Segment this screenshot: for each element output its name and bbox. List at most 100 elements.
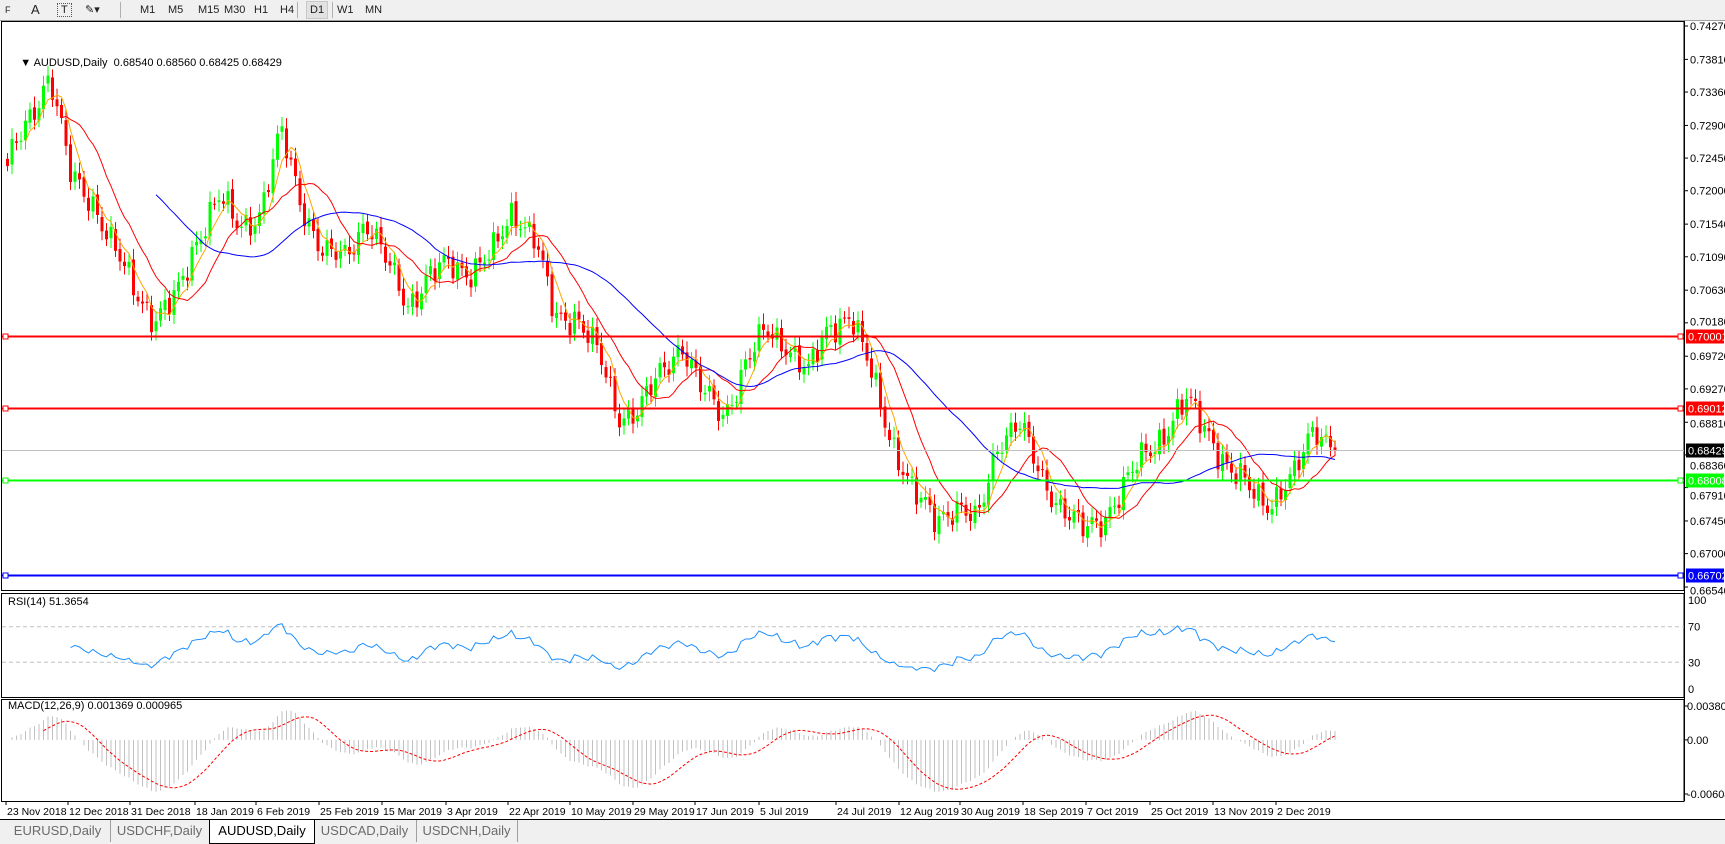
candle xyxy=(726,395,729,424)
candle xyxy=(654,367,657,407)
candle xyxy=(658,357,662,383)
candle xyxy=(204,227,207,247)
candle-body xyxy=(1297,459,1301,471)
shapes-icon[interactable]: ✎▾ xyxy=(85,4,100,16)
dropdown-triangle-icon[interactable]: ▼ xyxy=(20,57,34,69)
candle-body xyxy=(802,367,806,375)
candle xyxy=(541,241,545,269)
candle xyxy=(739,359,743,414)
macd-signal-line xyxy=(43,714,1336,790)
period-m30[interactable]: M30 xyxy=(224,4,246,16)
candle-body xyxy=(1144,443,1148,453)
candle xyxy=(883,396,887,437)
period-m5[interactable]: M5 xyxy=(168,4,184,16)
candle xyxy=(834,315,837,350)
text-icon[interactable]: A xyxy=(31,2,40,17)
candle xyxy=(546,250,549,286)
candle xyxy=(1270,499,1274,524)
time-tick-label: 22 Apr 2019 xyxy=(509,806,566,818)
candle-body xyxy=(555,312,558,318)
candle xyxy=(744,351,747,377)
candle-body xyxy=(658,363,662,378)
candle xyxy=(978,494,981,518)
period-m15[interactable]: M15 xyxy=(198,4,220,16)
candle xyxy=(438,252,441,288)
candle xyxy=(555,302,558,328)
candle xyxy=(136,290,140,307)
tab-usdcnh[interactable]: USDCNH,Daily xyxy=(416,820,518,842)
candle-body xyxy=(82,177,86,197)
candle xyxy=(312,211,315,239)
candle xyxy=(267,184,270,198)
rsi-label: RSI(14) 51.3654 xyxy=(8,596,89,608)
period-m1[interactable]: M1 xyxy=(140,4,156,16)
candle-body xyxy=(1284,489,1287,500)
candle-body xyxy=(955,501,959,523)
candle-body xyxy=(1207,428,1211,432)
candle-body xyxy=(1198,401,1202,434)
candle-body xyxy=(654,378,657,398)
period-separator-icon[interactable]: F xyxy=(5,5,11,15)
candle-body xyxy=(703,392,707,395)
time-tick-label: 23 Nov 2018 xyxy=(7,806,67,818)
candle-body xyxy=(1185,399,1188,416)
candle-body xyxy=(406,306,410,308)
candle xyxy=(946,501,950,527)
candle-body xyxy=(172,290,176,315)
candle-body xyxy=(447,256,450,259)
candle xyxy=(1122,466,1125,520)
candle-body xyxy=(609,376,612,378)
candle-body xyxy=(514,201,518,228)
period-mn[interactable]: MN xyxy=(365,4,383,16)
candle xyxy=(609,365,612,387)
candle xyxy=(703,384,707,402)
candle-body xyxy=(1140,442,1143,468)
candle xyxy=(141,290,144,314)
period-d1[interactable]: D1 xyxy=(306,1,329,19)
candle-body xyxy=(874,372,878,380)
candle-body xyxy=(208,201,212,236)
candle-body xyxy=(366,221,369,235)
candle-body xyxy=(1311,427,1314,432)
candle-body xyxy=(177,281,180,292)
candle-body xyxy=(190,246,194,281)
period-h1[interactable]: H1 xyxy=(254,4,269,16)
candle-body xyxy=(910,476,914,478)
tab-usdcad[interactable]: USDCAD,Daily xyxy=(313,820,417,842)
candle-body xyxy=(564,312,567,321)
candle-body xyxy=(222,201,225,204)
candle-body xyxy=(915,477,918,505)
candle xyxy=(1333,440,1337,457)
tab-eurusd[interactable]: EURUSD,Daily xyxy=(5,820,111,842)
candle-body xyxy=(852,320,855,335)
candle xyxy=(1104,510,1107,541)
tab-usdchf[interactable]: USDCHF,Daily xyxy=(110,820,210,842)
candle-body xyxy=(87,197,90,211)
text-label-icon[interactable]: T xyxy=(57,3,72,17)
candle xyxy=(474,252,477,293)
candle xyxy=(1131,461,1134,483)
candle-body xyxy=(1072,511,1076,523)
candle-body xyxy=(348,246,351,255)
candle-body xyxy=(258,212,261,227)
candle xyxy=(253,216,257,243)
candle-body xyxy=(622,418,626,426)
symbol-label: AUDUSD,Daily xyxy=(33,57,108,69)
period-h4[interactable]: H4 xyxy=(280,4,295,16)
candle-body xyxy=(1243,465,1247,478)
tab-audusd[interactable]: AUDUSD,Daily xyxy=(209,820,315,844)
candle xyxy=(1207,417,1211,442)
candle-body xyxy=(712,385,716,400)
macd-panel xyxy=(1,699,1685,802)
macd-tick-label: 0.003804 xyxy=(1687,701,1725,713)
period-w1[interactable]: W1 xyxy=(337,4,354,16)
candle-body xyxy=(1018,428,1022,431)
candle xyxy=(1266,497,1269,521)
